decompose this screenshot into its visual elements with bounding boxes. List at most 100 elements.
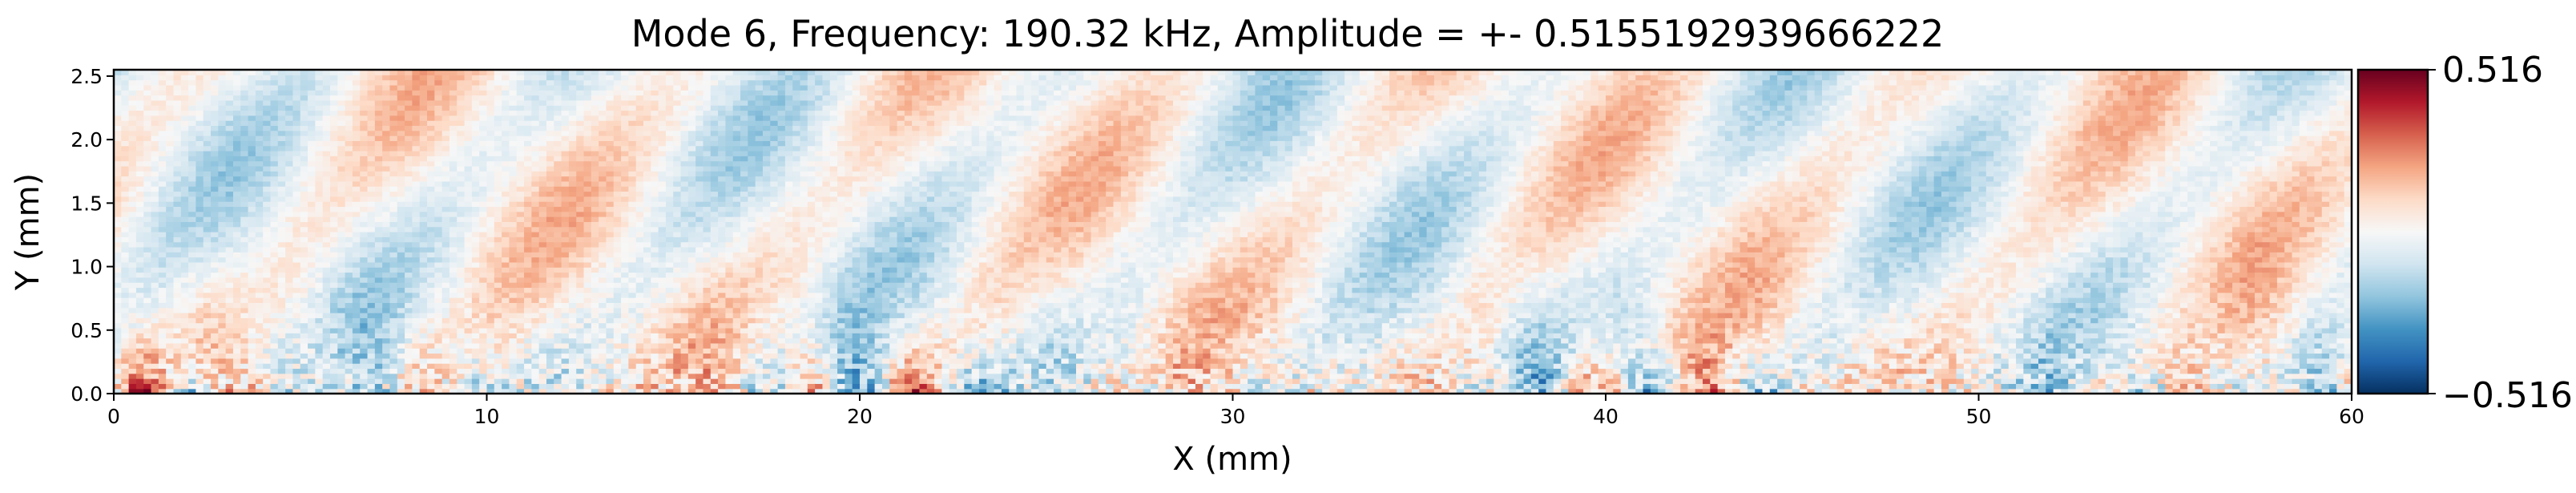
heatmap-cell [329, 110, 338, 116]
heatmap-cell [673, 75, 682, 81]
heatmap-cell [352, 358, 361, 364]
heatmap-cell [374, 201, 383, 208]
heatmap-cell [635, 156, 644, 162]
heatmap-cell [687, 246, 696, 253]
heatmap-cell [419, 145, 428, 152]
heatmap-cell [128, 307, 137, 313]
heatmap-cell [308, 160, 316, 167]
heatmap-cell [143, 196, 152, 202]
heatmap-cell [502, 90, 510, 96]
heatmap-cell [389, 90, 398, 96]
heatmap-cell [114, 140, 122, 147]
heatmap-cell [606, 211, 615, 217]
heatmap-cell [635, 105, 644, 111]
heatmap-cell [248, 277, 256, 283]
heatmap-cell [419, 342, 428, 349]
heatmap-cell [613, 333, 622, 339]
heatmap-cell [599, 105, 607, 111]
heatmap-cell [143, 368, 152, 374]
heatmap-cell [382, 140, 391, 147]
heatmap-cell [546, 226, 554, 232]
heatmap-cell [128, 191, 137, 197]
heatmap-cell [135, 246, 144, 253]
heatmap-cell [329, 90, 338, 96]
heatmap-cell [337, 120, 346, 127]
heatmap-cell [255, 378, 264, 384]
heatmap-cell [285, 84, 294, 91]
heatmap-cell [188, 176, 197, 182]
heatmap-cell [621, 171, 629, 177]
heatmap-cell [292, 241, 301, 248]
heatmap-cell [628, 84, 637, 91]
heatmap-cell [300, 125, 308, 131]
heatmap-cell [538, 105, 547, 111]
heatmap-cell [486, 292, 495, 298]
heatmap-cell [166, 135, 175, 141]
heatmap-cell [382, 70, 391, 75]
heatmap-cell [374, 79, 383, 86]
heatmap-cell [524, 99, 532, 106]
heatmap-cell [561, 221, 570, 228]
heatmap-cell [613, 257, 622, 263]
heatmap-cell [218, 180, 227, 187]
heatmap-cell [158, 282, 167, 289]
heatmap-cell [613, 388, 622, 394]
heatmap-cell [285, 130, 294, 136]
heatmap-cell [322, 79, 331, 86]
heatmap-cell [405, 120, 413, 127]
heatmap-cell [554, 388, 562, 394]
heatmap-cell [397, 348, 405, 354]
heatmap-cell [270, 232, 279, 237]
heatmap-cell [658, 297, 667, 303]
heatmap-cell [240, 105, 249, 111]
heatmap-cell [232, 236, 241, 243]
heatmap-cell [345, 165, 353, 172]
heatmap-cell [665, 287, 674, 293]
heatmap-cell [561, 363, 570, 370]
heatmap-cell [292, 180, 301, 187]
heatmap-cell [173, 342, 182, 349]
heatmap-cell [502, 246, 510, 253]
heatmap-cell [285, 322, 294, 329]
heatmap-cell [352, 196, 361, 202]
heatmap-cell [599, 110, 607, 116]
heatmap-cell [352, 171, 361, 177]
heatmap-cell [405, 201, 413, 208]
heatmap-cell [561, 342, 570, 349]
heatmap-cell [382, 363, 391, 370]
heatmap-cell [203, 176, 212, 182]
heatmap-cell [143, 333, 152, 339]
heatmap-cell [300, 322, 308, 329]
heatmap-cell [449, 180, 458, 187]
heatmap-cell [300, 348, 308, 354]
heatmap-cell [516, 252, 525, 258]
heatmap-cell [509, 257, 518, 263]
heatmap-cell [360, 333, 369, 339]
heatmap-cell [135, 363, 144, 370]
heatmap-cell [263, 95, 272, 101]
heatmap-cell [203, 358, 212, 364]
heatmap-cell [621, 292, 629, 298]
heatmap-cell [673, 130, 682, 136]
heatmap-cell [180, 176, 189, 182]
heatmap-cell [225, 302, 234, 309]
heatmap-cell [479, 211, 488, 217]
heatmap-cell [643, 105, 651, 111]
heatmap-cell [538, 317, 547, 324]
heatmap-cell [471, 120, 480, 127]
heatmap-cell [173, 358, 182, 364]
heatmap-cell [158, 297, 167, 303]
heatmap-cell [180, 79, 189, 86]
heatmap-cell [643, 363, 651, 370]
heatmap-cell [457, 333, 466, 339]
heatmap-cell [680, 186, 689, 192]
heatmap-cell [434, 292, 443, 298]
heatmap-cell [322, 322, 331, 329]
heatmap-cell [561, 196, 570, 202]
heatmap-cell [635, 140, 644, 147]
heatmap-cell [277, 70, 286, 75]
heatmap-cell [591, 186, 599, 192]
heatmap-cell [173, 257, 182, 263]
heatmap-cell [494, 186, 502, 192]
heatmap-cell [128, 388, 137, 394]
